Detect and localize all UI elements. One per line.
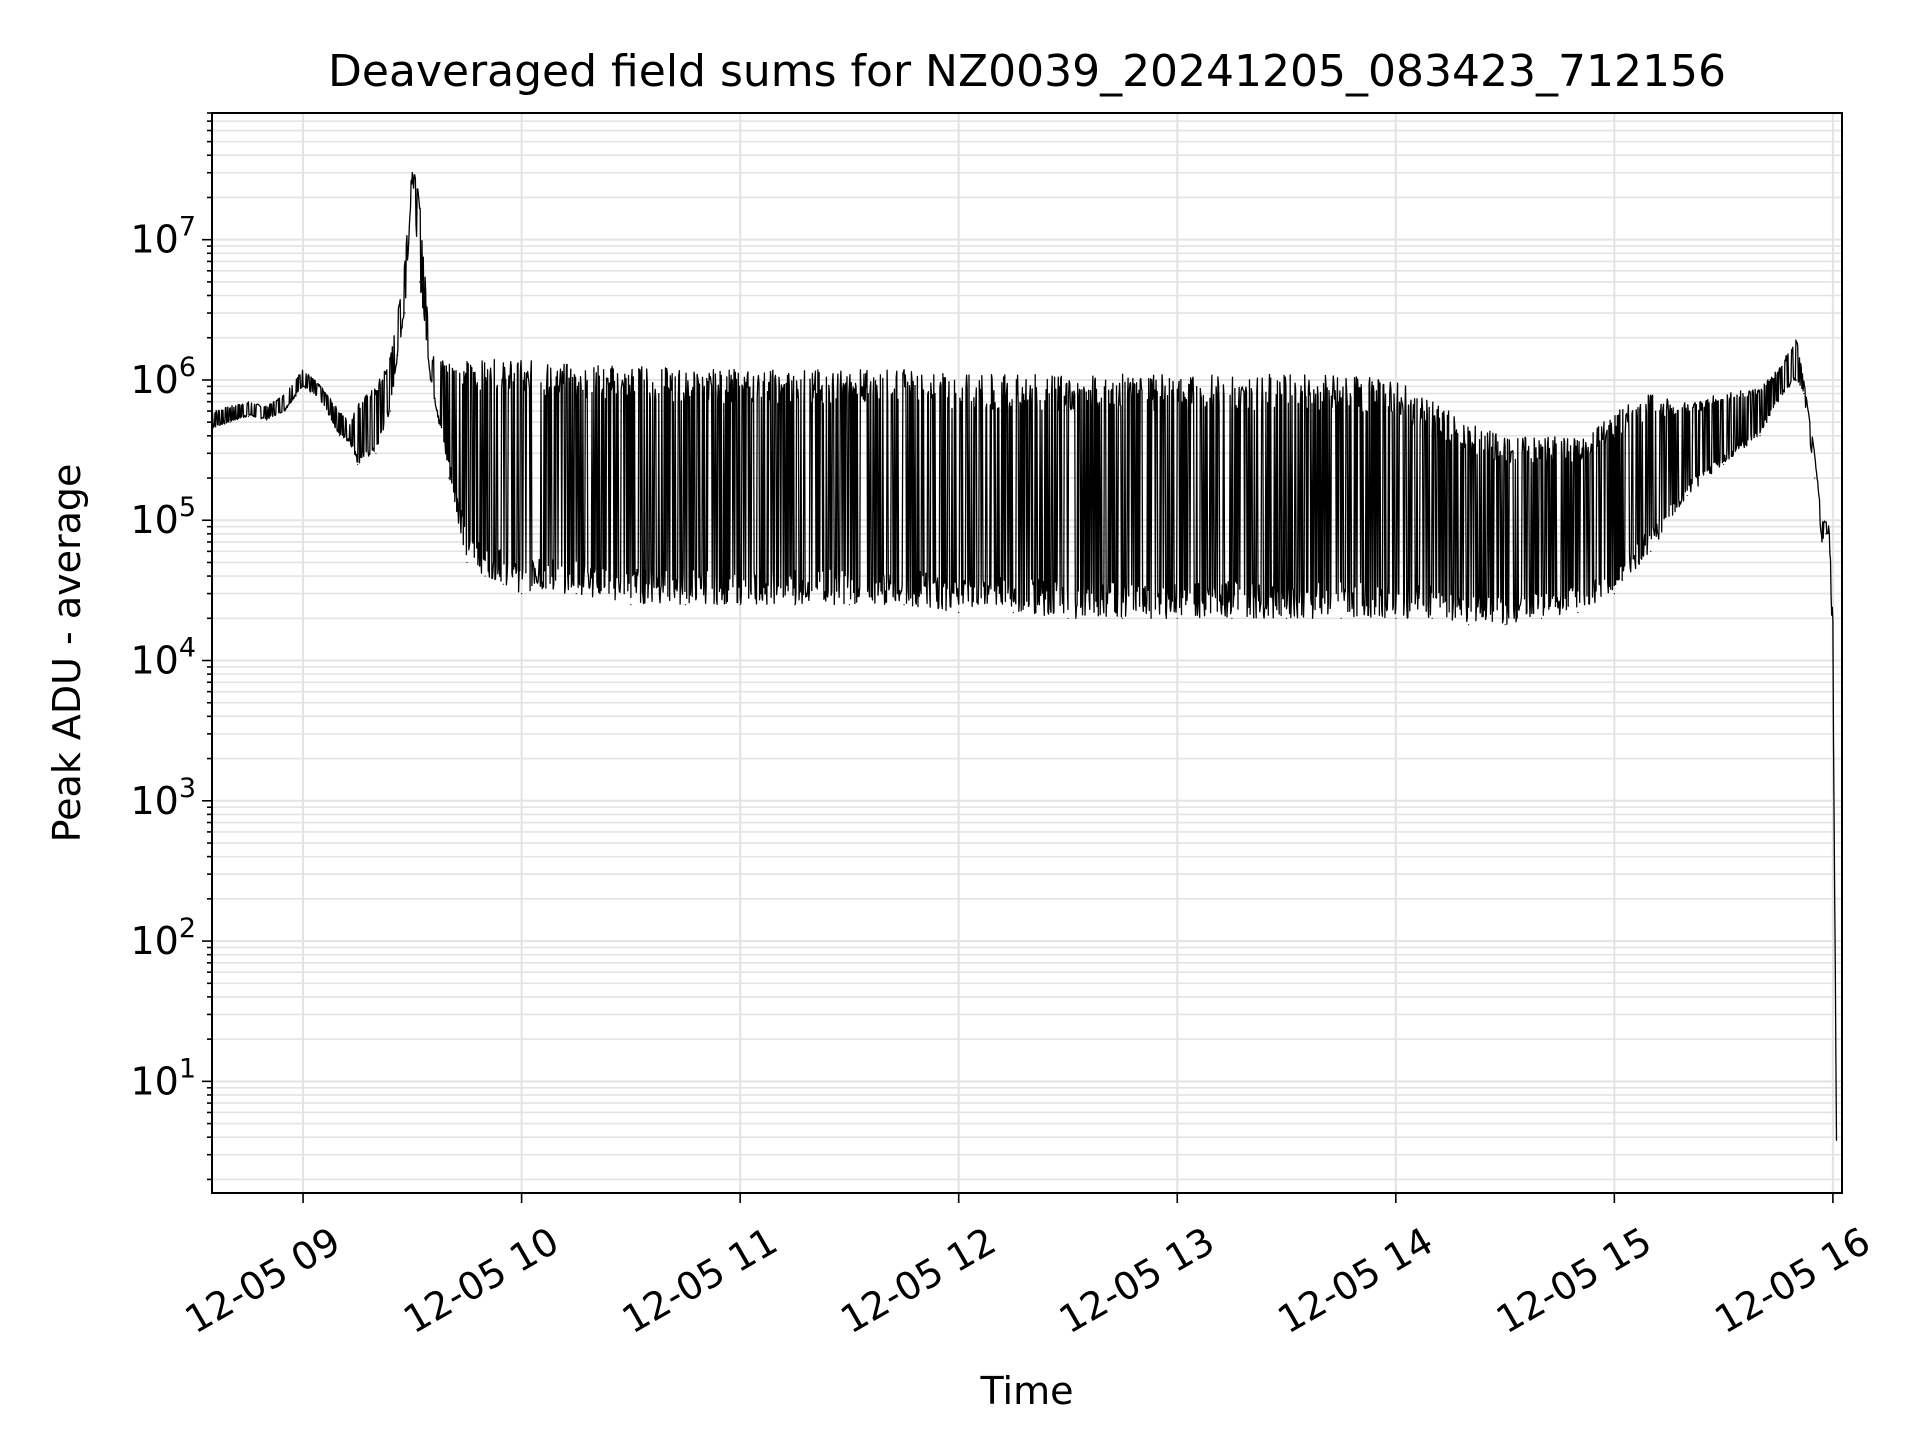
y-tick-base: 10 xyxy=(130,358,178,402)
y-tick-exponent: 6 xyxy=(179,352,196,383)
data-point xyxy=(1431,617,1433,619)
plot-area xyxy=(212,171,1838,1141)
data-point xyxy=(1795,379,1798,381)
data-point xyxy=(1067,617,1069,619)
data-point xyxy=(684,604,687,606)
y-tick-base: 10 xyxy=(130,498,178,542)
y-tick-label: 106 xyxy=(130,352,196,402)
y-tick-label: 102 xyxy=(130,913,196,963)
y-tick-label: 105 xyxy=(130,492,196,542)
data-point xyxy=(1504,624,1506,626)
y-tick-label: 104 xyxy=(130,633,196,683)
data-point xyxy=(1835,1139,1838,1141)
y-tick-base: 10 xyxy=(130,1059,178,1103)
y-tick-exponent: 1 xyxy=(179,1053,196,1084)
y-tick-label: 107 xyxy=(130,212,196,262)
data-point xyxy=(1395,617,1397,619)
data-point xyxy=(411,172,413,174)
data-point xyxy=(521,592,523,595)
data-point xyxy=(848,604,851,606)
y-axis-label: Peak ADU - average xyxy=(45,464,89,843)
data-point xyxy=(1821,541,1823,543)
data-point xyxy=(404,312,406,314)
chart-title: Deaveraged field sums for NZ0039_2024120… xyxy=(328,46,1726,97)
data-point xyxy=(1231,617,1233,619)
data-point xyxy=(1468,624,1470,626)
data-point xyxy=(466,561,468,564)
data-point xyxy=(338,435,341,437)
data-point xyxy=(229,421,231,423)
data-point xyxy=(1122,617,1124,619)
data-point xyxy=(502,583,504,585)
data-point xyxy=(739,604,741,606)
data-point xyxy=(575,592,577,595)
data-point xyxy=(1723,463,1725,466)
data-point xyxy=(1577,611,1579,614)
data-point xyxy=(266,419,268,421)
data-point xyxy=(1686,494,1688,497)
data-point xyxy=(419,281,421,283)
data-point xyxy=(484,575,486,577)
y-tick-base: 10 xyxy=(130,919,178,963)
y-tick-exponent: 5 xyxy=(179,492,196,523)
data-point xyxy=(429,379,432,381)
data-point xyxy=(1285,617,1288,619)
data-point xyxy=(302,385,304,387)
data-point xyxy=(794,604,796,606)
data-point xyxy=(1828,533,1830,535)
y-tick-base: 10 xyxy=(130,639,178,683)
series-line xyxy=(212,171,1838,1141)
data-point xyxy=(1012,611,1014,614)
data-point xyxy=(247,415,250,417)
data-point xyxy=(1825,533,1827,535)
y-tick-exponent: 3 xyxy=(179,773,196,804)
y-tick-exponent: 2 xyxy=(179,913,196,944)
data-point xyxy=(1650,550,1652,552)
series-group xyxy=(212,171,1838,1141)
data-point xyxy=(1777,401,1779,403)
y-tick-base: 10 xyxy=(130,779,178,823)
plot-frame xyxy=(211,112,1843,1194)
data-point xyxy=(357,463,359,466)
x-axis-label: Time xyxy=(980,1369,1074,1413)
data-point xyxy=(397,354,399,356)
data-point xyxy=(375,452,377,454)
data-point xyxy=(1832,659,1834,662)
data-point xyxy=(284,410,286,412)
data-point xyxy=(1613,592,1615,595)
data-point xyxy=(630,604,632,606)
data-point xyxy=(1803,392,1805,395)
y-tick-exponent: 7 xyxy=(179,212,196,243)
data-point xyxy=(349,443,352,445)
y-tick-label: 103 xyxy=(130,773,196,823)
data-point xyxy=(448,477,450,479)
data-point xyxy=(1340,617,1342,619)
data-point xyxy=(1176,617,1178,619)
data-point xyxy=(903,604,905,606)
data-point xyxy=(1759,435,1761,437)
y-tick-exponent: 4 xyxy=(179,633,196,664)
y-tick-base: 10 xyxy=(130,218,178,262)
data-point xyxy=(1814,477,1816,479)
grid xyxy=(212,112,1842,1193)
data-point xyxy=(320,401,322,403)
data-point xyxy=(958,611,960,614)
data-point xyxy=(1540,617,1543,619)
data-point xyxy=(389,410,392,412)
y-tick-label: 101 xyxy=(130,1053,196,1103)
